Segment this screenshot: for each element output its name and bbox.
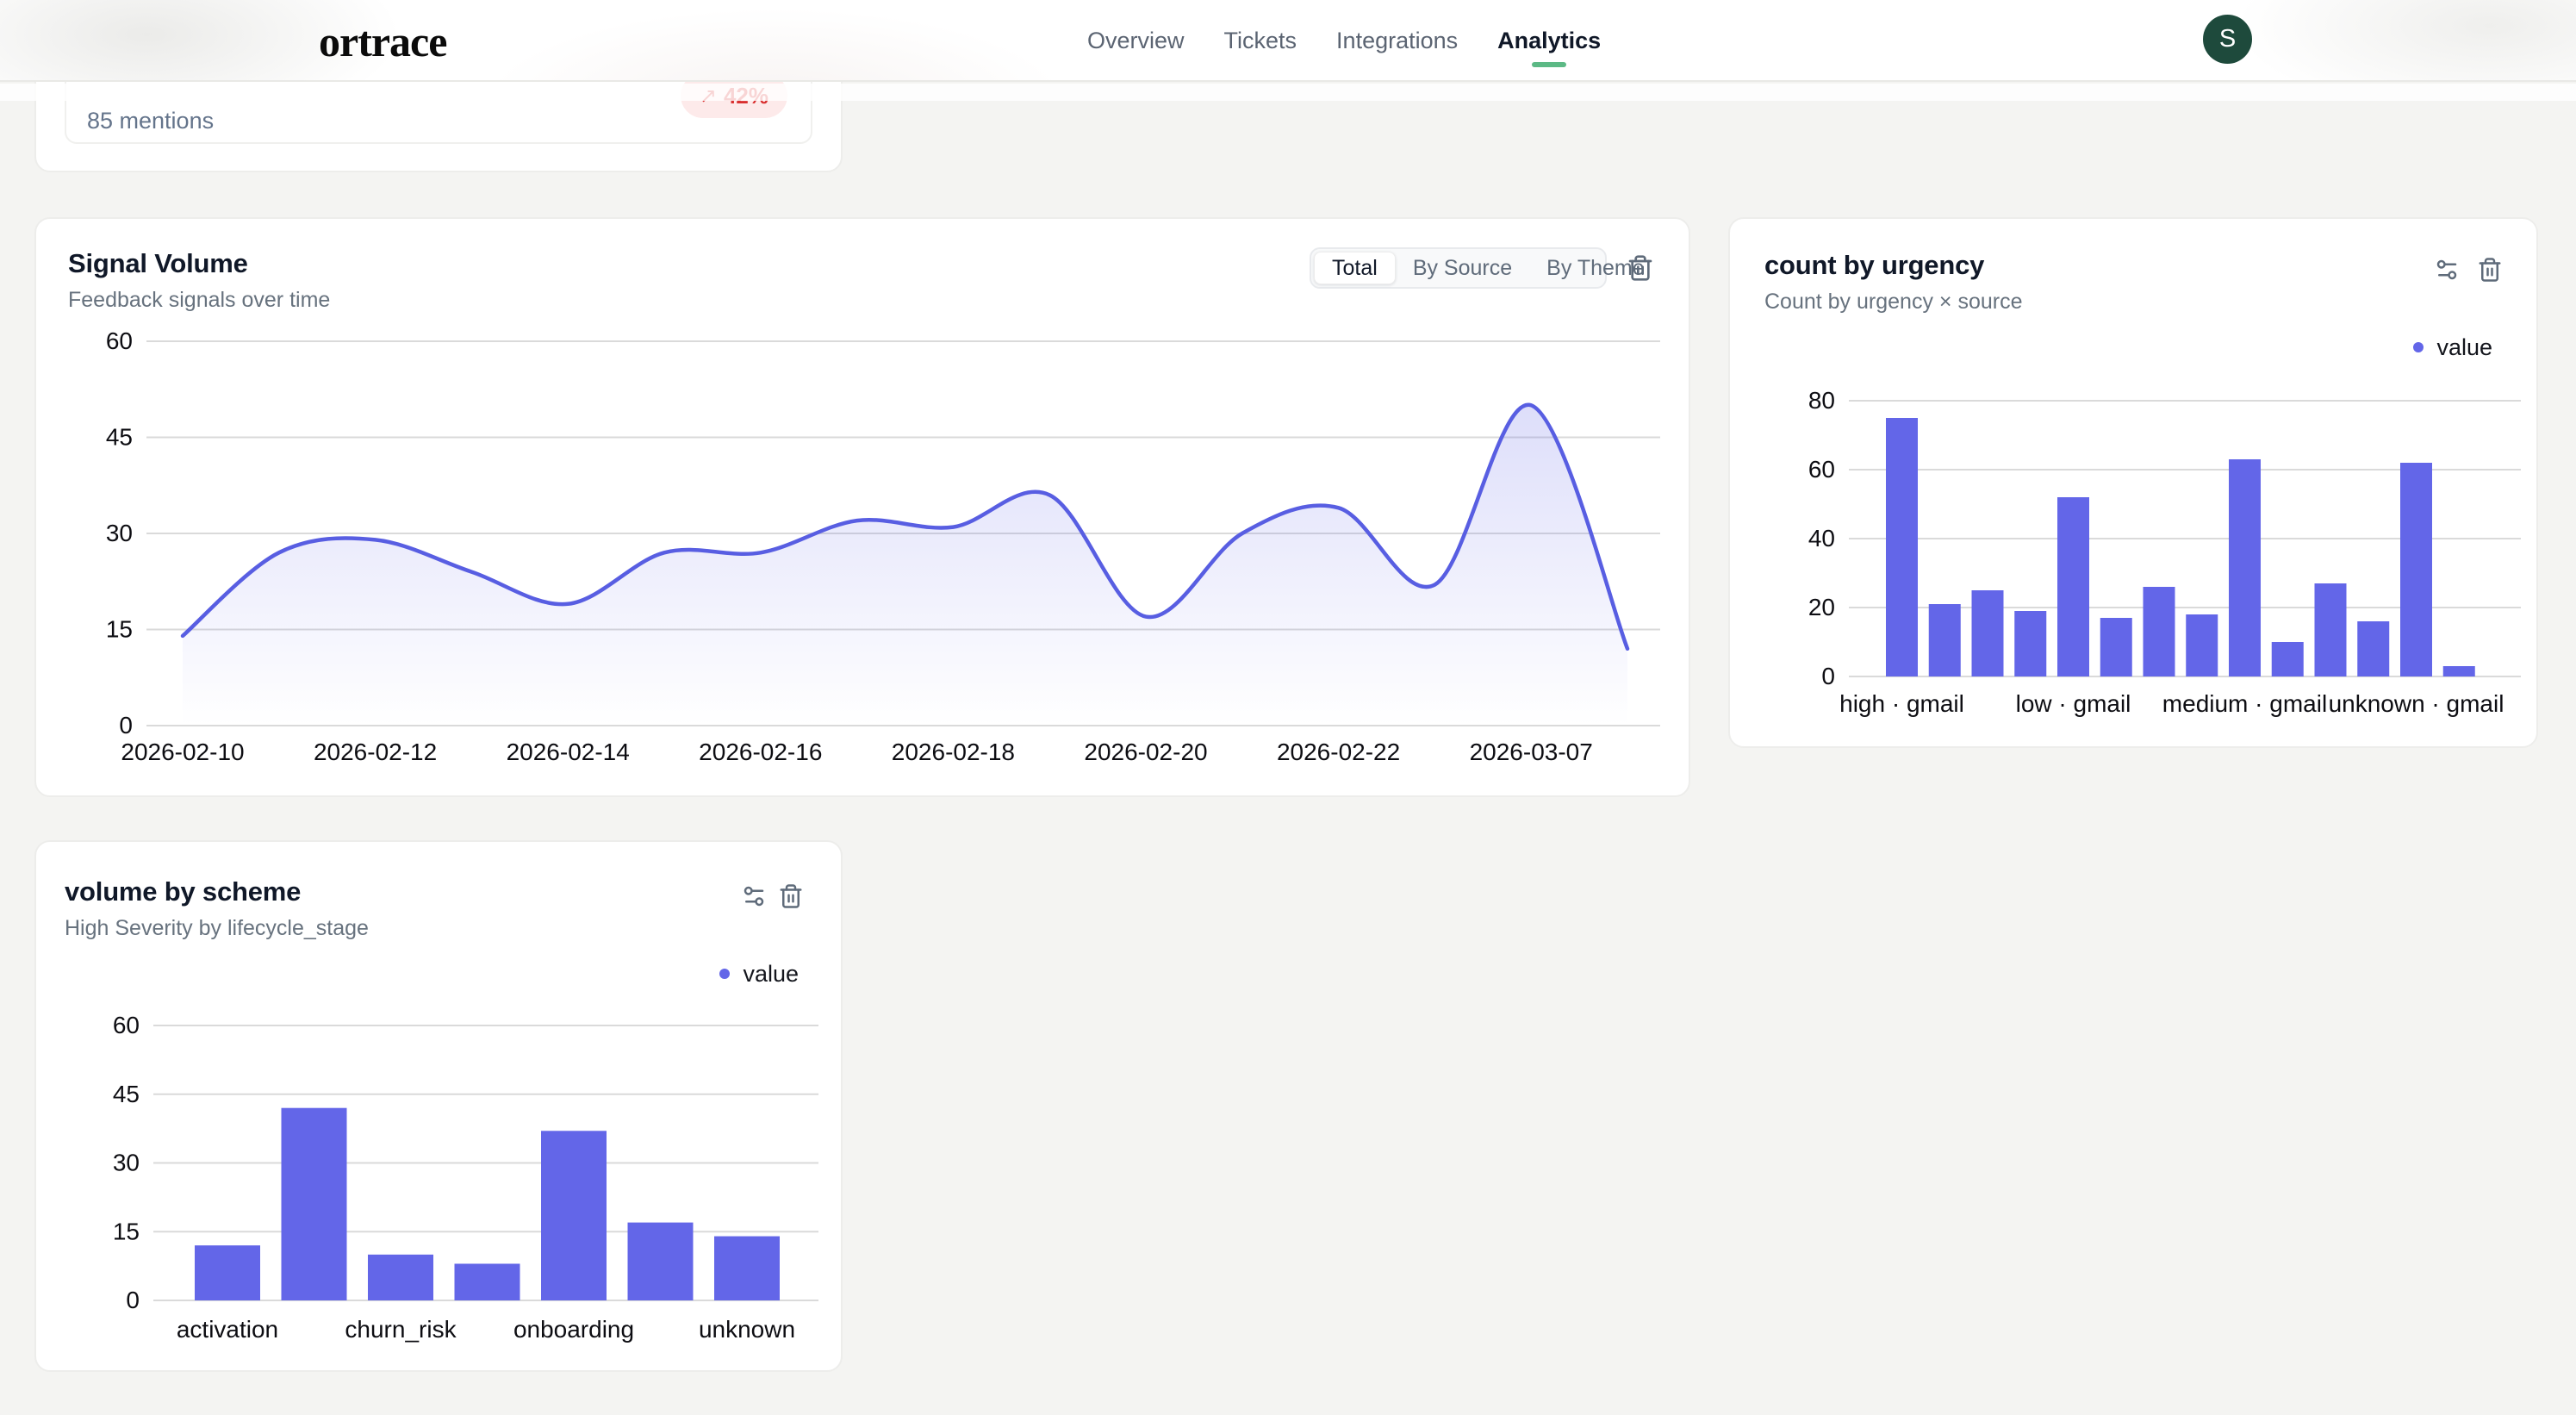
svg-text:unknown · gmail: unknown · gmail <box>2329 690 2504 717</box>
signal-volume-subtitle: Feedback signals over time <box>68 288 331 312</box>
svg-text:30: 30 <box>106 520 133 546</box>
series-toggle-group: Total By Source By Theme <box>1310 247 1645 289</box>
svg-text:value: value <box>743 961 799 987</box>
signal-volume-title: Signal Volume <box>68 248 248 278</box>
nav-tickets[interactable]: Tickets <box>1223 28 1297 53</box>
signal-volume-area-chart: 0 15 30 45 60 2026-02-10 2026-02-12 2026-02-14 2… <box>106 327 1660 765</box>
svg-text:onboarding: onboarding <box>513 1316 634 1343</box>
nav-integrations[interactable]: Integrations <box>1336 28 1459 53</box>
svg-text:medium · gmail: medium · gmail <box>2162 690 2327 717</box>
nav-overview[interactable]: Overview <box>1087 28 1185 53</box>
trash-icon[interactable] <box>2477 257 2503 283</box>
main-nav: Overview Tickets Integrations Analytics <box>1087 0 1601 82</box>
toggle-total[interactable]: Total <box>1314 252 1396 284</box>
count-by-urgency-card: count by urgency Count by urgency × sour… <box>1728 217 2538 748</box>
svg-text:15: 15 <box>106 616 133 643</box>
sliders-settings-icon[interactable] <box>741 883 767 909</box>
svg-text:2026-02-18: 2026-02-18 <box>892 739 1015 765</box>
svg-text:15: 15 <box>113 1218 140 1244</box>
volume-by-scheme-subtitle: High Severity by lifecycle_stage <box>65 916 369 940</box>
active-tab-underline <box>1532 62 1567 67</box>
svg-text:2026-02-12: 2026-02-12 <box>314 739 437 765</box>
nav-analytics[interactable]: Analytics <box>1497 0 1601 82</box>
svg-text:2026-02-20: 2026-02-20 <box>1084 739 1207 765</box>
svg-text:20: 20 <box>1808 594 1835 620</box>
svg-text:40: 40 <box>1808 525 1835 552</box>
svg-text:2026-02-16: 2026-02-16 <box>699 739 822 765</box>
svg-text:activation: activation <box>177 1316 278 1343</box>
svg-text:2026-02-14: 2026-02-14 <box>507 739 630 765</box>
header-fade-strip <box>0 84 2576 101</box>
svg-text:0: 0 <box>1821 663 1835 689</box>
svg-text:0: 0 <box>126 1287 140 1313</box>
svg-text:churn_risk: churn_risk <box>345 1316 457 1343</box>
brand-logo: ortrace <box>319 16 447 65</box>
toggle-by-source[interactable]: By Source <box>1412 255 1513 280</box>
svg-text:60: 60 <box>113 1012 140 1038</box>
count-by-urgency-subtitle: Count by urgency × source <box>1764 290 2023 314</box>
volume-by-scheme-card: volume by scheme High Severity by lifecy… <box>34 840 843 1372</box>
svg-text:80: 80 <box>1808 387 1835 414</box>
volume-by-scheme-bar-chart: 0 15 30 45 60 activation churn_risk onboarding u… <box>113 961 818 1343</box>
sliders-settings-icon[interactable] <box>2434 257 2460 283</box>
user-avatar[interactable]: S <box>2203 15 2252 64</box>
svg-text:0: 0 <box>119 712 133 739</box>
count-by-urgency-title: count by urgency <box>1764 250 1985 280</box>
svg-text:high · gmail: high · gmail <box>1839 690 1964 717</box>
trash-icon[interactable] <box>1627 254 1654 282</box>
svg-text:2026-03-07: 2026-03-07 <box>1470 739 1593 765</box>
svg-text:30: 30 <box>113 1150 140 1176</box>
top-navigation-bar: ortrace Overview Tickets Integrations An… <box>0 0 2576 82</box>
svg-text:60: 60 <box>106 327 133 354</box>
svg-text:unknown: unknown <box>699 1316 795 1343</box>
nav-analytics-label: Analytics <box>1497 28 1602 53</box>
count-by-urgency-bar-chart: 0 20 40 60 80 high · gmail low · gmail medium ·… <box>1808 334 2521 717</box>
svg-text:low · gmail: low · gmail <box>2016 690 2131 717</box>
svg-text:2026-02-10: 2026-02-10 <box>121 739 244 765</box>
trash-icon[interactable] <box>778 883 804 909</box>
svg-text:value: value <box>2436 334 2492 360</box>
svg-text:60: 60 <box>1808 456 1835 483</box>
mentions-count: 85 mentions <box>87 108 215 134</box>
svg-text:2026-02-22: 2026-02-22 <box>1277 739 1400 765</box>
toggle-by-theme[interactable]: By Theme <box>1546 255 1645 280</box>
volume-by-scheme-title: volume by scheme <box>65 876 302 907</box>
svg-text:45: 45 <box>106 424 133 451</box>
svg-text:45: 45 <box>113 1081 140 1107</box>
signal-volume-card: Signal Volume Feedback signals over time… <box>34 217 1690 797</box>
